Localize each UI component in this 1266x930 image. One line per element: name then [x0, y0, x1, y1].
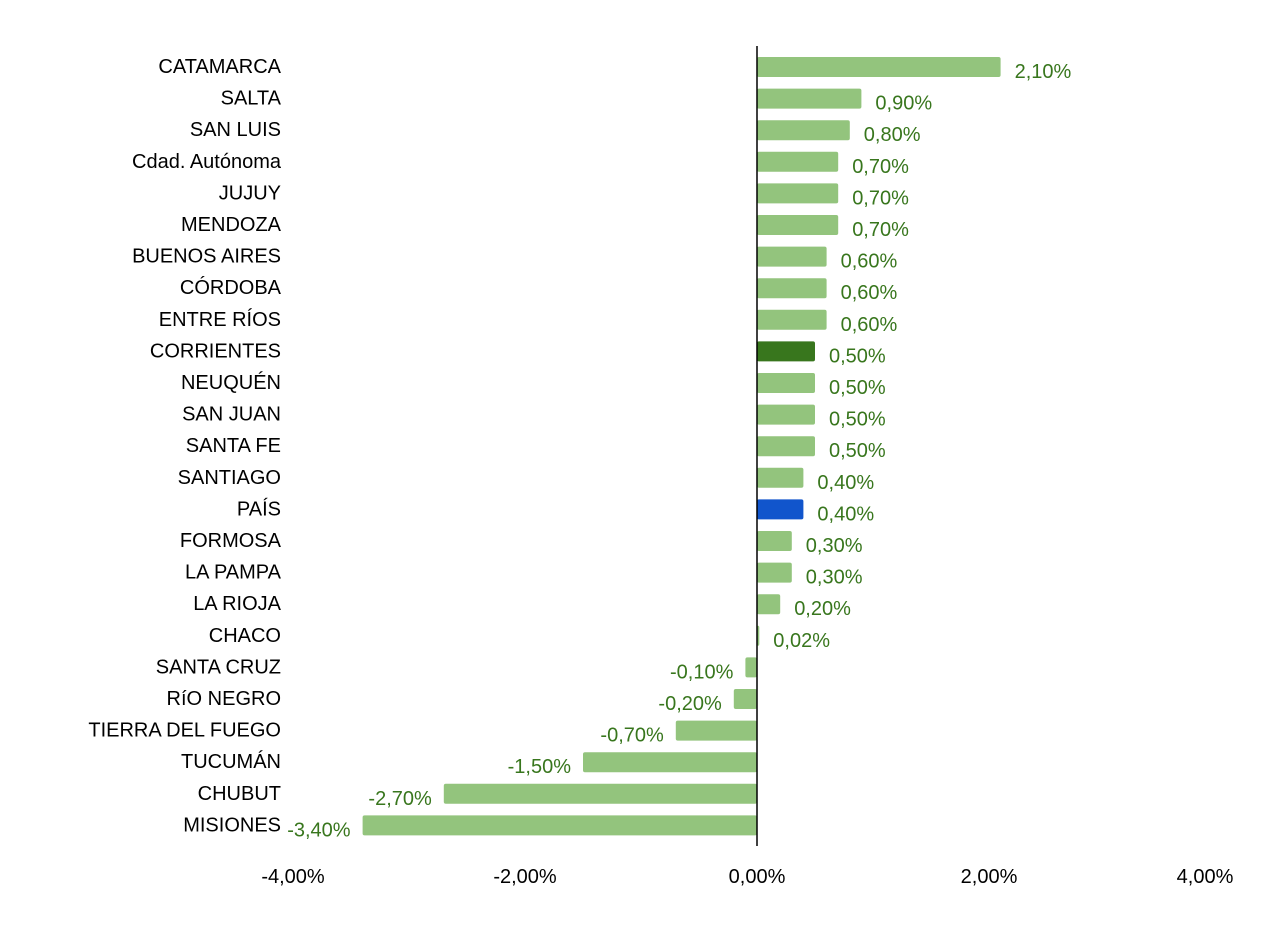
bar-entre-rios	[757, 309, 827, 330]
category-label-buenos-aires: BUENOS AIRES	[132, 246, 281, 268]
category-label-formosa: FORMOSA	[180, 530, 282, 552]
data-label-cdad-autonoma: 0,70%	[852, 156, 909, 178]
bar-neuquen	[757, 373, 815, 393]
x-tick-label: -4,00%	[261, 866, 325, 888]
data-label-catamarca: 2,10%	[1015, 61, 1072, 83]
data-label-san-luis: 0,80%	[864, 124, 921, 146]
data-label-entre-rios: 0,60%	[841, 314, 898, 336]
bar-san-luis	[757, 120, 850, 141]
bar-jujuy	[757, 183, 839, 204]
data-label-rio-negro: -0,20%	[658, 693, 722, 715]
category-label-santiago: SANTIAGO	[178, 467, 281, 489]
data-label-salta: 0,90%	[875, 93, 932, 115]
data-label-santa-cruz: -0,10%	[670, 661, 734, 683]
category-label-cdad-autonoma: Cdad. Autónoma	[132, 151, 282, 173]
category-label-corrientes: CORRIENTES	[150, 340, 281, 362]
data-label-la-pampa: 0,30%	[806, 567, 863, 589]
data-label-chaco: 0,02%	[773, 630, 830, 652]
bar-misiones	[362, 815, 757, 836]
data-label-tierra-del-fuego: -0,70%	[600, 725, 664, 747]
bar-tierra-del-fuego	[675, 720, 757, 741]
category-label-chubut: CHUBUT	[198, 783, 281, 805]
bar-chubut	[443, 783, 757, 804]
data-label-misiones: -3,40%	[287, 819, 351, 841]
bar-formosa	[757, 531, 792, 551]
bar-la-pampa	[757, 562, 792, 583]
category-labels: CATAMARCA SALTA SAN LUIS Cdad. Autónoma JUJU…	[88, 56, 282, 836]
data-label-jujuy: 0,70%	[852, 187, 909, 209]
category-label-san-luis: SAN LUIS	[190, 119, 281, 141]
bar-la-rioja	[757, 594, 781, 615]
bar-rio-negro	[733, 689, 757, 709]
category-label-rio-negro: RíO NEGRO	[167, 688, 281, 710]
bar-cdad-autonoma	[757, 151, 839, 172]
bar-corrientes	[757, 341, 815, 362]
bar-santa-fe	[757, 436, 815, 457]
data-label-cordoba: 0,60%	[841, 282, 898, 304]
bar-buenos-aires	[757, 246, 827, 267]
x-axis-tick-labels: -4,00% -2,00% 0,00% 2,00% 4,00%	[261, 866, 1233, 888]
category-label-catamarca: CATAMARCA	[158, 56, 281, 78]
bar-catamarca	[757, 57, 1001, 77]
data-labels: 2,10% 0,90% 0,80% 0,70% 0,70% 0,70% 0,60% 0,60%…	[287, 61, 1071, 841]
data-label-tucuman: -1,50%	[508, 756, 572, 778]
bar-santiago	[757, 467, 804, 488]
bar-salta	[757, 88, 862, 109]
data-label-san-juan: 0,50%	[829, 409, 886, 431]
data-label-corrientes: 0,50%	[829, 345, 886, 367]
data-label-formosa: 0,30%	[806, 535, 863, 557]
category-label-santa-fe: SANTA FE	[186, 435, 281, 457]
bar-tucuman	[583, 752, 757, 773]
category-label-jujuy: JUJUY	[219, 182, 281, 204]
category-label-mendoza: MENDOZA	[181, 214, 282, 236]
data-label-santa-fe: 0,50%	[829, 440, 886, 462]
x-tick-label: 2,00%	[961, 866, 1018, 888]
bars-group	[362, 57, 1001, 836]
category-label-san-juan: SAN JUAN	[182, 404, 281, 426]
category-label-cordoba: CÓRDOBA	[180, 276, 282, 299]
data-label-santiago: 0,40%	[817, 472, 874, 494]
category-label-neuquen: NEUQUÉN	[181, 371, 281, 394]
category-label-santa-cruz: SANTA CRUZ	[156, 656, 281, 678]
x-tick-label: 0,00%	[729, 866, 786, 888]
bar-pais	[757, 499, 804, 520]
data-label-pais: 0,40%	[817, 503, 874, 525]
data-label-chubut: -2,70%	[368, 788, 432, 810]
category-label-misiones: MISIONES	[183, 814, 281, 836]
data-label-buenos-aires: 0,60%	[841, 251, 898, 273]
bar-cordoba	[757, 278, 827, 299]
category-label-entre-rios: ENTRE RÍOS	[159, 308, 281, 331]
category-label-tierra-del-fuego: TIERRA DEL FUEGO	[88, 720, 281, 742]
data-label-la-rioja: 0,20%	[794, 598, 851, 620]
x-tick-label: -2,00%	[493, 866, 557, 888]
bar-santa-cruz	[745, 657, 757, 678]
category-label-la-pampa: LA PAMPA	[185, 562, 282, 584]
category-label-la-rioja: LA RIOJA	[193, 593, 281, 615]
data-label-neuquen: 0,50%	[829, 377, 886, 399]
bar-mendoza	[757, 215, 839, 235]
data-label-mendoza: 0,70%	[852, 219, 909, 241]
category-label-tucuman: TUCUMÁN	[181, 750, 281, 773]
category-label-pais: PAÍS	[237, 497, 281, 520]
category-label-salta: SALTA	[221, 88, 282, 110]
bar-san-juan	[757, 404, 815, 425]
category-label-chaco: CHACO	[209, 625, 281, 647]
x-tick-label: 4,00%	[1177, 866, 1234, 888]
